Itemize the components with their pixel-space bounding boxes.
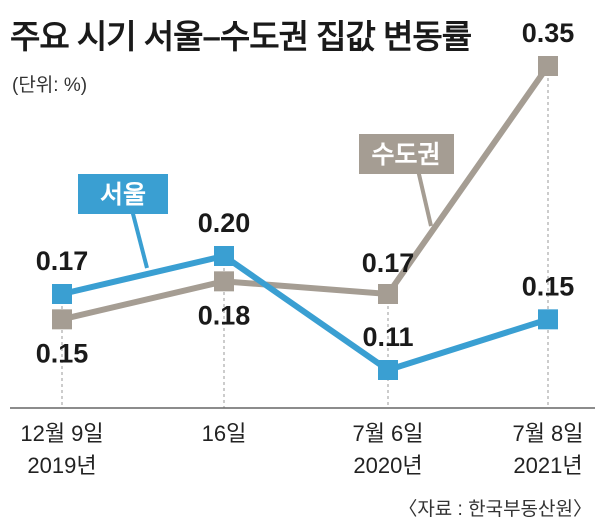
capital-area-marker	[538, 56, 558, 76]
series-lines	[61, 64, 551, 373]
series-markers	[52, 56, 558, 380]
seoul-marker	[538, 309, 558, 330]
capital-area-data-label: 0.15	[36, 338, 89, 368]
seoul-marker	[378, 360, 398, 380]
capital-area-data-label: 0.18	[198, 300, 251, 330]
capital-area-marker	[214, 271, 234, 292]
x-tick-year-label: 2021년	[513, 453, 582, 478]
legend-callouts: 서울 수도권	[78, 134, 454, 269]
seoul-marker	[52, 284, 72, 304]
seoul-callout-box	[78, 174, 168, 214]
seoul-data-label: 0.15	[522, 271, 575, 301]
x-tick-label: 7월 8일	[512, 421, 583, 446]
seoul-callout-leader	[130, 209, 149, 269]
seoul-data-label: 0.20	[198, 208, 251, 238]
capital-area-series-line	[61, 64, 551, 323]
seoul-marker	[214, 246, 234, 266]
x-tick-label: 12월 9일	[20, 421, 103, 446]
seoul-data-label: 0.11	[362, 322, 413, 352]
x-tick-labels: 12월 9일 2019년 16일 7월 6일 2020년 7월 8일 2021년	[20, 421, 583, 478]
capital-area-marker	[52, 309, 72, 330]
x-tick-year-label: 2019년	[27, 453, 96, 478]
capital-area-callout-text: 수도권	[371, 141, 440, 169]
seoul-data-label: 0.17	[36, 246, 89, 276]
chart-title: 주요 시기 서울–수도권 집값 변동률	[10, 18, 472, 55]
x-tick-label: 7월 6일	[352, 421, 423, 446]
capital-area-callout-leader	[416, 169, 433, 227]
capital-area-callout-box	[359, 134, 454, 174]
capital-area-marker	[378, 284, 398, 304]
guide-lines	[61, 66, 549, 408]
seoul-callout-text: 서울	[100, 181, 146, 209]
data-labels: 0.17 0.20 0.11 0.15 0.15 0.18 0.17 0.35	[36, 18, 575, 368]
x-tick-label: 16일	[202, 421, 247, 446]
capital-area-data-label: 0.17	[362, 248, 415, 278]
seoul-series-line	[61, 253, 549, 373]
capital-area-data-label: 0.35	[522, 18, 575, 48]
unit-label: (단위: %)	[12, 75, 88, 96]
source-note: 〈자료 : 한국부동산원〉	[398, 499, 592, 520]
x-tick-year-label: 2020년	[353, 453, 422, 478]
